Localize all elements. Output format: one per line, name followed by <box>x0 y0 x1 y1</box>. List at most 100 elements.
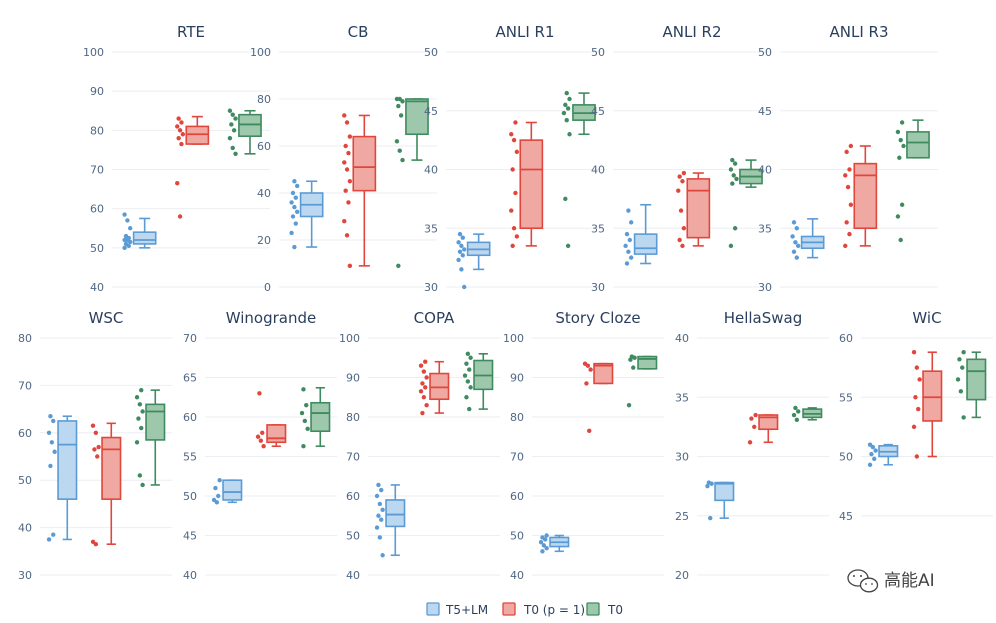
panel-winogrande: Winogrande 40 45 50 55 60 65 70 <box>183 309 337 582</box>
data-point <box>292 204 297 210</box>
y-tick-label: 35 <box>758 222 772 235</box>
data-point <box>509 208 514 213</box>
y-tick-label: 60 <box>346 490 360 503</box>
y-tick-label: 35 <box>591 222 605 235</box>
box-body <box>57 420 78 500</box>
data-point <box>916 406 921 412</box>
y-tick-label: 30 <box>591 281 605 294</box>
data-point <box>177 128 183 133</box>
box-hellaswag-t0-p1 <box>747 412 779 445</box>
watermark: 高能AI <box>847 569 935 593</box>
y-tick-label: 30 <box>18 569 32 582</box>
data-point <box>290 214 296 219</box>
y-tick-label: 65 <box>183 372 197 385</box>
data-point <box>510 243 515 249</box>
y-tick-label: 40 <box>758 164 772 177</box>
y-tick-label: 60 <box>257 140 271 153</box>
data-point <box>213 485 218 491</box>
y-tick-label: 80 <box>510 411 524 424</box>
data-point <box>791 220 797 225</box>
panel-anli-r2: ANLI R2 30 35 40 45 50 <box>591 23 771 294</box>
data-point <box>678 208 684 213</box>
box-cb-t5lm <box>289 179 324 250</box>
box-anli-r3-t0-p1 <box>843 143 878 249</box>
box-anli-r1-t0 <box>561 90 596 249</box>
data-point <box>123 241 129 247</box>
data-point <box>914 365 920 370</box>
data-point <box>52 449 57 454</box>
data-point <box>513 190 518 196</box>
legend-label-t0-p1: T0 (p = 1) <box>523 603 585 617</box>
data-point <box>540 535 545 540</box>
box-body <box>429 372 450 401</box>
data-point <box>848 202 854 207</box>
data-point <box>122 237 127 243</box>
data-point <box>421 395 427 400</box>
data-point <box>844 220 849 225</box>
data-point <box>731 173 736 178</box>
box-anli-r1-t0-p1 <box>509 120 544 249</box>
data-point <box>958 389 964 394</box>
data-point <box>462 373 468 378</box>
data-point <box>294 183 300 189</box>
y-tick-label: 50 <box>346 530 360 543</box>
data-point <box>301 444 306 449</box>
panel-title-anli-r2: ANLI R2 <box>663 23 722 41</box>
data-point <box>911 350 917 355</box>
box-winogrande-t0-p1 <box>255 391 287 449</box>
y-tick-label: 100 <box>83 46 104 59</box>
data-point <box>346 150 351 156</box>
data-point <box>456 240 461 245</box>
data-point <box>514 149 520 155</box>
data-point <box>374 525 380 530</box>
data-point <box>376 513 381 518</box>
data-point <box>180 132 186 137</box>
y-tick-label: 45 <box>183 530 197 543</box>
y-tick-label: 40 <box>90 281 104 294</box>
data-point <box>899 120 905 125</box>
box-body <box>906 131 930 159</box>
data-point <box>46 430 52 435</box>
legend-swatch-t5lm[interactable] <box>426 602 440 616</box>
data-point <box>418 389 424 394</box>
y-tick-label: 60 <box>510 490 524 503</box>
data-point <box>216 493 221 499</box>
legend-swatch-t0[interactable] <box>586 602 600 616</box>
y-tick-label: 100 <box>339 332 360 345</box>
data-point <box>794 417 800 422</box>
box-cb-t0 <box>394 96 429 269</box>
box-story-cloze-t5lm <box>538 533 570 554</box>
box-hellaswag-t5lm <box>705 480 735 521</box>
data-point <box>734 176 739 182</box>
data-point <box>898 137 903 143</box>
y-tick-label: 55 <box>183 451 197 464</box>
data-point <box>140 482 145 488</box>
data-point <box>465 379 471 384</box>
data-point <box>793 240 798 245</box>
y-tick-label: 40 <box>257 187 271 200</box>
data-point <box>847 167 852 172</box>
data-point <box>347 134 353 139</box>
data-point <box>680 179 685 184</box>
panel-wic: WiC 45 50 55 60 <box>839 309 993 523</box>
box-copa-t0 <box>462 351 494 412</box>
data-point <box>90 539 96 545</box>
data-point <box>123 233 129 239</box>
data-point <box>179 141 184 147</box>
data-point <box>795 243 801 249</box>
box-body <box>310 401 331 433</box>
data-point <box>898 237 903 243</box>
data-point <box>424 375 429 380</box>
data-point <box>540 549 545 554</box>
panel-rte: RTE 40 50 60 70 80 90 100 <box>83 23 270 294</box>
data-point <box>396 263 401 269</box>
legend-swatch-t0-p1[interactable] <box>502 602 516 616</box>
data-point <box>895 214 901 219</box>
box-anli-r3-t5lm <box>790 218 825 260</box>
y-tick-label: 45 <box>839 510 853 523</box>
data-point <box>400 157 405 163</box>
data-point <box>843 243 848 249</box>
data-point <box>231 128 237 133</box>
data-point <box>917 377 922 382</box>
box-anli-r1-t5lm <box>456 231 491 290</box>
